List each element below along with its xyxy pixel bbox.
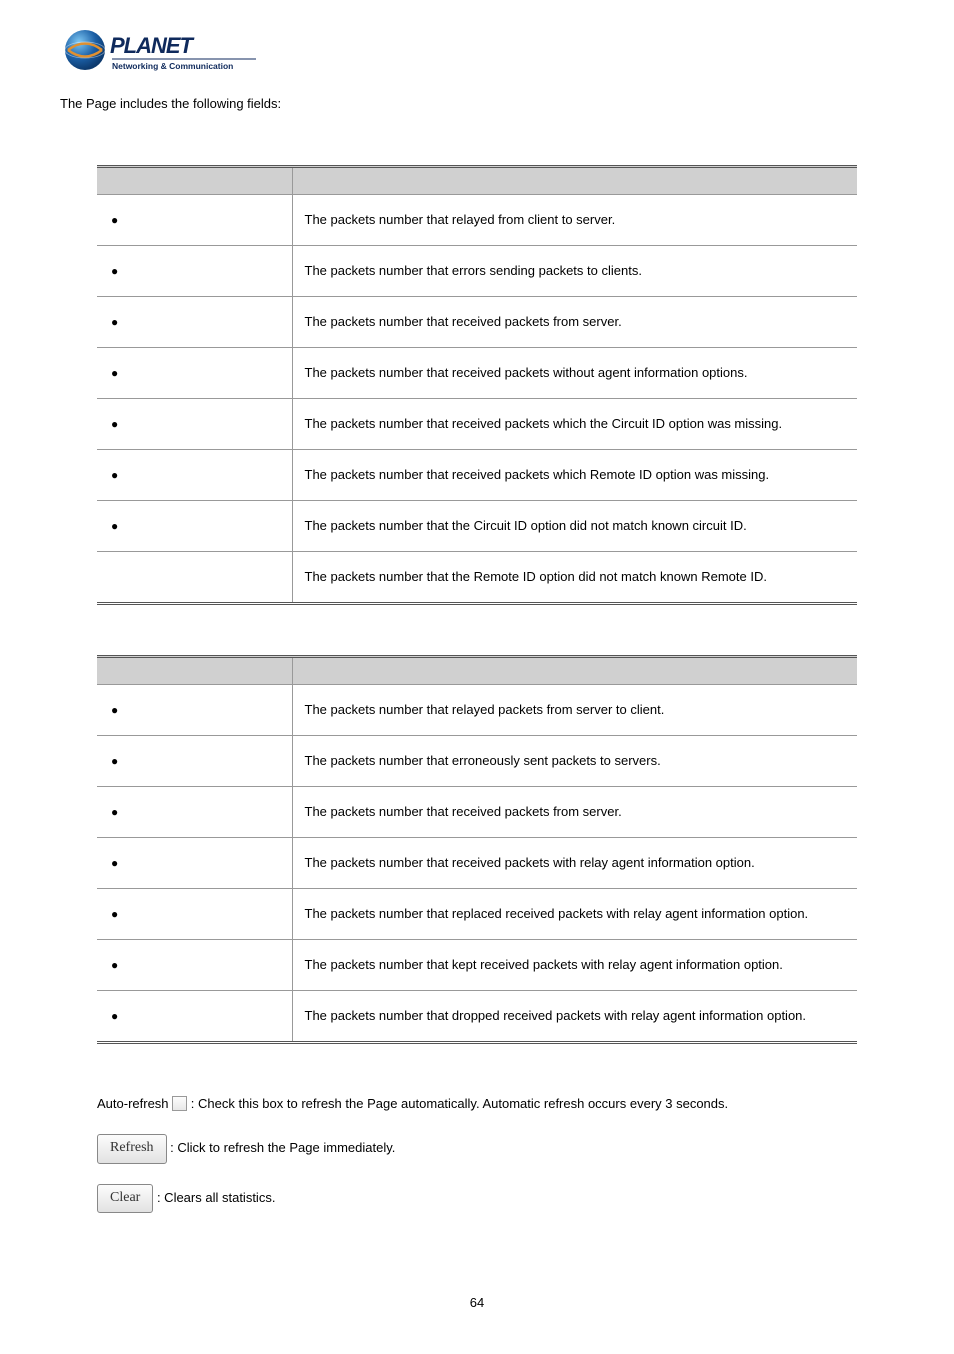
desc-cell: The packets number that replaced receive… <box>292 888 857 939</box>
desc-cell: The packets number that the Remote ID op… <box>292 551 857 603</box>
table1-header-col1 <box>97 166 292 194</box>
table-row: ● The packets number that dropped receiv… <box>97 990 857 1042</box>
bullet-icon: ● <box>111 361 118 385</box>
desc-cell: The packets number that received packets… <box>292 786 857 837</box>
intro-text: The Page includes the following fields: <box>60 94 894 115</box>
table-row: ● The packets number that received packe… <box>97 347 857 398</box>
svg-text:PLANET: PLANET <box>110 33 195 58</box>
auto-refresh-line: Auto-refresh : Check this box to refresh… <box>97 1094 857 1115</box>
bullet-icon: ● <box>111 463 118 487</box>
desc-cell: The packets number that dropped received… <box>292 990 857 1042</box>
desc-cell: The packets number that received packets… <box>292 296 857 347</box>
svg-text:Networking & Communication: Networking & Communication <box>112 61 233 71</box>
page-number: 64 <box>60 1293 894 1314</box>
refresh-button[interactable]: Refresh <box>97 1134 167 1163</box>
table-row: ● The packets number that errors sending… <box>97 245 857 296</box>
refresh-line: Refresh : Click to refresh the Page imme… <box>97 1134 857 1163</box>
table1-header-col2 <box>292 166 857 194</box>
table-row: ● The packets number that relayed packet… <box>97 684 857 735</box>
desc-cell: The packets number that errors sending p… <box>292 245 857 296</box>
desc-cell: The packets number that erroneously sent… <box>292 735 857 786</box>
desc-cell: The packets number that the Circuit ID o… <box>292 500 857 551</box>
desc-cell: The packets number that received packets… <box>292 398 857 449</box>
desc-cell: The packets number that kept received pa… <box>292 939 857 990</box>
bullet-icon: ● <box>111 800 118 824</box>
table2-header-col2 <box>292 656 857 684</box>
bullet-icon: ● <box>111 208 118 232</box>
bullet-icon: ● <box>111 698 118 722</box>
table-row: ● The packets number that received packe… <box>97 398 857 449</box>
bullet-icon: ● <box>111 749 118 773</box>
auto-refresh-label: Auto-refresh <box>97 1096 172 1111</box>
page-container: PLANET Networking & Communication The Pa… <box>0 0 954 1354</box>
table-row: ● The packets number that the Circuit ID… <box>97 500 857 551</box>
desc-cell: The packets number that received packets… <box>292 449 857 500</box>
table-row: ● The packets number that kept received … <box>97 939 857 990</box>
server-stats-table: ● The packets number that relayed from c… <box>97 165 857 605</box>
table-row: The packets number that the Remote ID op… <box>97 551 857 603</box>
bullet-icon: ● <box>111 310 118 334</box>
auto-refresh-checkbox[interactable] <box>172 1096 187 1111</box>
clear-button[interactable]: Clear <box>97 1184 153 1213</box>
auto-refresh-desc: : Check this box to refresh the Page aut… <box>191 1096 728 1111</box>
table-row: ● The packets number that replaced recei… <box>97 888 857 939</box>
desc-cell: The packets number that relayed from cli… <box>292 194 857 245</box>
refresh-desc: : Click to refresh the Page immediately. <box>170 1141 395 1156</box>
clear-desc: : Clears all statistics. <box>157 1190 275 1205</box>
controls-section: Auto-refresh : Check this box to refresh… <box>97 1094 857 1214</box>
table-row: ● The packets number that received packe… <box>97 786 857 837</box>
bullet-icon: ● <box>111 851 118 875</box>
desc-cell: The packets number that received packets… <box>292 347 857 398</box>
desc-cell: The packets number that relayed packets … <box>292 684 857 735</box>
table-row: ● The packets number that received packe… <box>97 449 857 500</box>
bullet-icon: ● <box>111 514 118 538</box>
clear-line: Clear : Clears all statistics. <box>97 1184 857 1213</box>
bullet-icon: ● <box>111 412 118 436</box>
table-row: ● The packets number that relayed from c… <box>97 194 857 245</box>
bullet-icon: ● <box>111 1004 118 1028</box>
desc-cell: The packets number that received packets… <box>292 837 857 888</box>
table2-header-col1 <box>97 656 292 684</box>
bullet-icon: ● <box>111 259 118 283</box>
logo: PLANET Networking & Communication <box>60 25 894 82</box>
bullet-icon: ● <box>111 902 118 926</box>
client-stats-table: ● The packets number that relayed packet… <box>97 655 857 1044</box>
table-row: ● The packets number that erroneously se… <box>97 735 857 786</box>
table-row: ● The packets number that received packe… <box>97 296 857 347</box>
table-row: ● The packets number that received packe… <box>97 837 857 888</box>
bullet-icon: ● <box>111 953 118 977</box>
